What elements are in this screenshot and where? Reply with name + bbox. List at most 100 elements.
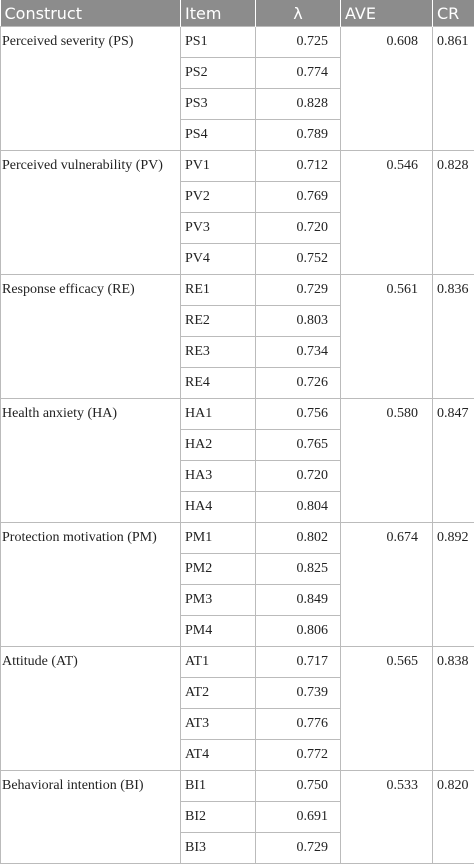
- table-row: HA4 0.804: [1, 491, 474, 523]
- table-row: HA3 0.720: [1, 460, 474, 492]
- table-row: PS2 0.774: [1, 57, 474, 89]
- lambda-cell: 0.691: [255, 801, 341, 833]
- construct-cell: Protection motivation (PM): [0, 522, 181, 647]
- column-header: CR: [432, 0, 474, 27]
- table-row: BI3 0.729: [1, 832, 474, 864]
- cr-cell: 0.820: [432, 770, 474, 864]
- item-cell: PS4: [180, 119, 256, 151]
- item-cell: RE3: [180, 336, 256, 368]
- ave-cell: 0.674: [340, 522, 433, 647]
- item-cell: BI2: [180, 801, 256, 833]
- item-cell: RE1: [180, 274, 256, 306]
- item-cell: PS3: [180, 88, 256, 120]
- ave-cell: 0.533: [340, 770, 433, 864]
- table-header: Construct Item λ AVE CR: [0, 0, 474, 27]
- item-cell: PS2: [180, 57, 256, 89]
- item-cell: HA1: [180, 398, 256, 430]
- item-cell: RE2: [180, 305, 256, 337]
- ave-cell: 0.608: [340, 26, 433, 151]
- item-cell: PM4: [180, 615, 256, 647]
- cr-cell: 0.892: [432, 522, 474, 647]
- lambda-cell: 0.729: [255, 274, 341, 306]
- table-row: PM2 0.825: [1, 553, 474, 585]
- table-row: PV3 0.720: [1, 212, 474, 244]
- cr-cell: 0.838: [432, 646, 474, 771]
- table-row: RE2 0.803: [1, 305, 474, 337]
- lambda-cell: 0.726: [255, 367, 341, 399]
- lambda-cell: 0.803: [255, 305, 341, 337]
- cr-cell: 0.847: [432, 398, 474, 523]
- item-cell: PV2: [180, 181, 256, 213]
- lambda-cell: 0.739: [255, 677, 341, 709]
- item-cell: AT1: [180, 646, 256, 678]
- ave-cell: 0.565: [340, 646, 433, 771]
- table-row: Attitude (AT) AT1 0.717 0.565 0.838: [0, 646, 474, 771]
- construct-cell: Perceived vulnerability (PV): [0, 150, 181, 275]
- table-row: PV4 0.752: [1, 243, 474, 275]
- construct-cell: Behavioral intention (BI): [0, 770, 181, 864]
- lambda-cell: 0.725: [255, 26, 341, 58]
- item-cell: PV1: [180, 150, 256, 182]
- lambda-cell: 0.750: [255, 770, 341, 802]
- construct-cell: Attitude (AT): [0, 646, 181, 771]
- table-row: AT3 0.776: [1, 708, 474, 740]
- table-row: PS3 0.828: [1, 88, 474, 120]
- item-cell: PM2: [180, 553, 256, 585]
- header-row: Construct Item λ AVE CR: [0, 0, 474, 27]
- table-row: Response efficacy (RE) RE1 0.729 0.561 0.836: [0, 274, 474, 399]
- lambda-cell: 0.720: [255, 212, 341, 244]
- item-cell: AT4: [180, 739, 256, 771]
- lambda-cell: 0.774: [255, 57, 341, 89]
- lambda-cell: 0.712: [255, 150, 341, 182]
- item-cell: AT2: [180, 677, 256, 709]
- lambda-cell: 0.789: [255, 119, 341, 151]
- ave-cell: 0.580: [340, 398, 433, 523]
- lambda-cell: 0.765: [255, 429, 341, 461]
- table-row: PV2 0.769: [1, 181, 474, 213]
- item-cell: BI3: [180, 832, 256, 864]
- construct-cell: Health anxiety (HA): [0, 398, 181, 523]
- item-cell: HA3: [180, 460, 256, 492]
- column-header: Item: [180, 0, 256, 27]
- item-cell: HA2: [180, 429, 256, 461]
- construct-cell: Perceived severity (PS): [0, 26, 181, 151]
- item-cell: PV3: [180, 212, 256, 244]
- column-header: AVE: [340, 0, 433, 27]
- ave-cell: 0.546: [340, 150, 433, 275]
- lambda-cell: 0.769: [255, 181, 341, 213]
- ave-cell: 0.561: [340, 274, 433, 399]
- lambda-cell: 0.776: [255, 708, 341, 740]
- lambda-cell: 0.849: [255, 584, 341, 616]
- item-cell: PS1: [180, 26, 256, 58]
- table-row: PS4 0.789: [1, 119, 474, 151]
- item-cell: PM3: [180, 584, 256, 616]
- cr-cell: 0.836: [432, 274, 474, 399]
- table-body: Perceived severity (PS) PS1 0.725 0.608 0.86…: [0, 26, 474, 864]
- table-row: PM4 0.806: [1, 615, 474, 647]
- item-cell: PM1: [180, 522, 256, 554]
- lambda-cell: 0.720: [255, 460, 341, 492]
- table-row: Behavioral intention (BI) BI1 0.750 0.533 0.…: [0, 770, 474, 864]
- table-row: Perceived vulnerability (PV) PV1 0.712 0.54…: [0, 150, 474, 275]
- lambda-cell: 0.802: [255, 522, 341, 554]
- lambda-cell: 0.734: [255, 336, 341, 368]
- table-row: HA2 0.765: [1, 429, 474, 461]
- table-row: Health anxiety (HA) HA1 0.756 0.580 0.847: [0, 398, 474, 523]
- table-row: RE4 0.726: [1, 367, 474, 399]
- lambda-cell: 0.717: [255, 646, 341, 678]
- table-row: PM3 0.849: [1, 584, 474, 616]
- cr-cell: 0.828: [432, 150, 474, 275]
- lambda-cell: 0.806: [255, 615, 341, 647]
- lambda-cell: 0.772: [255, 739, 341, 771]
- item-cell: PV4: [180, 243, 256, 275]
- lambda-cell: 0.825: [255, 553, 341, 585]
- table-row: Protection motivation (PM) PM1 0.802 0.674 0…: [0, 522, 474, 647]
- column-header: Construct: [0, 0, 181, 27]
- lambda-cell: 0.828: [255, 88, 341, 120]
- column-header: λ: [255, 0, 341, 27]
- lambda-cell: 0.729: [255, 832, 341, 864]
- cr-cell: 0.861: [432, 26, 474, 151]
